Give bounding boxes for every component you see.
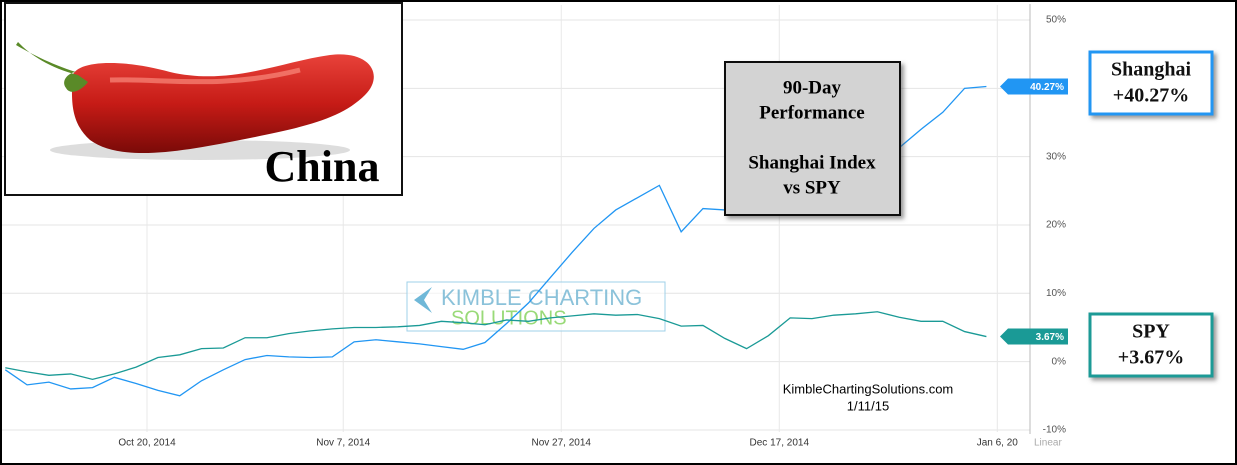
title-box: 90-Day Performance Shanghai Index vs SPY	[724, 61, 901, 216]
watermark: KIMBLE CHARTING SOLUTIONS	[406, 281, 666, 332]
end-tag-label: 3.67%	[1036, 332, 1064, 343]
x-tick-label: Nov 27, 2014	[532, 438, 592, 449]
end-tag	[1000, 78, 1068, 95]
x-tick-label: Dec 17, 2014	[750, 438, 810, 449]
x-tick-label: Jan 6, 20	[977, 438, 1019, 449]
end-tag	[1000, 328, 1068, 345]
pepper-highlight	[109, 67, 301, 85]
title-line: vs SPY	[783, 177, 841, 198]
y-tick-label: 10%	[1046, 288, 1066, 299]
y-tick-label: 20%	[1046, 220, 1066, 231]
watermark-logo	[414, 287, 432, 313]
callout-text: SPY	[1132, 321, 1170, 343]
pepper-stem	[16, 42, 88, 92]
end-tag-label: 40.27%	[1030, 82, 1064, 93]
x-tick-label: Oct 20, 2014	[118, 438, 176, 449]
image-caption: China	[265, 142, 380, 191]
title-line: Performance	[759, 102, 865, 123]
watermark-frame	[406, 281, 666, 332]
x-tick-label: Nov 7, 2014	[316, 438, 370, 449]
credit: 1/11/15	[847, 398, 889, 413]
scale-label: Linear	[1034, 438, 1062, 449]
watermark-text: KIMBLE CHARTING	[441, 285, 642, 310]
title-line: 90-Day	[783, 77, 842, 98]
title-line: Shanghai Index	[748, 152, 876, 173]
title-box-frame	[724, 61, 901, 216]
y-tick-label: 30%	[1046, 151, 1066, 162]
series-line	[5, 311, 987, 381]
callout-text: +40.27%	[1113, 85, 1189, 107]
annotations: 40.27% 3.67% Shanghai +40.27% SPY +3.67%	[1000, 50, 1214, 378]
callout-box	[1088, 50, 1214, 116]
image-panel: China	[4, 2, 403, 196]
y-tick-label: 0%	[1052, 356, 1067, 367]
y-tick-label: 50%	[1046, 15, 1066, 26]
callout-box	[1088, 312, 1214, 378]
y-tick-label: -10%	[1043, 425, 1066, 436]
callout-text: Shanghai	[1111, 59, 1191, 81]
callout-text: +3.67%	[1118, 347, 1184, 369]
credit: KimbleChartingSolutions.com	[783, 381, 954, 396]
